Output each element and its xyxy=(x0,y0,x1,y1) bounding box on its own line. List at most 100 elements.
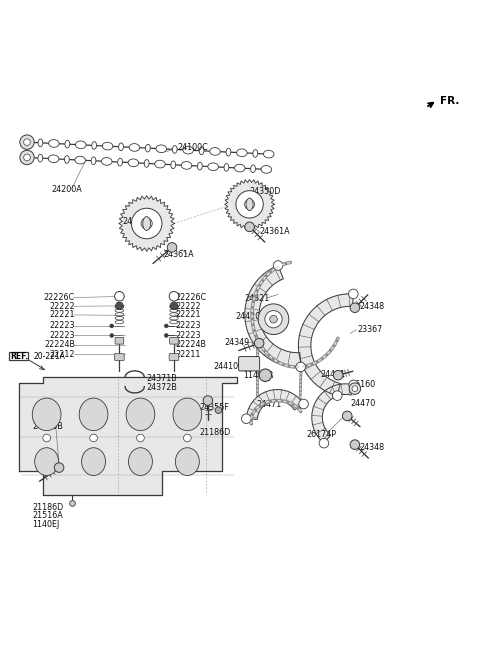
Circle shape xyxy=(350,440,360,450)
Text: 20-221A: 20-221A xyxy=(33,352,65,361)
Ellipse shape xyxy=(210,148,220,156)
Circle shape xyxy=(299,399,308,409)
Circle shape xyxy=(24,139,30,146)
Ellipse shape xyxy=(128,159,139,167)
Text: 24200A: 24200A xyxy=(51,185,82,194)
Ellipse shape xyxy=(155,160,165,168)
Text: 24348: 24348 xyxy=(360,302,385,311)
Circle shape xyxy=(348,289,358,299)
Text: 24100C: 24100C xyxy=(178,143,208,152)
Text: 21186D: 21186D xyxy=(32,503,63,513)
Ellipse shape xyxy=(38,139,43,146)
Polygon shape xyxy=(299,294,353,395)
Text: 22223: 22223 xyxy=(49,331,75,340)
Circle shape xyxy=(319,438,329,448)
Circle shape xyxy=(132,208,162,238)
Ellipse shape xyxy=(75,141,86,148)
Circle shape xyxy=(164,334,168,338)
Text: 22224B: 22224B xyxy=(175,340,206,349)
Circle shape xyxy=(245,200,254,209)
Polygon shape xyxy=(245,266,301,367)
Text: FR.: FR. xyxy=(440,97,459,106)
Circle shape xyxy=(170,302,178,310)
Ellipse shape xyxy=(102,157,112,165)
Ellipse shape xyxy=(102,143,113,150)
Text: 24372B: 24372B xyxy=(147,383,178,391)
Ellipse shape xyxy=(171,161,176,168)
Ellipse shape xyxy=(129,144,140,151)
Polygon shape xyxy=(119,196,174,251)
Polygon shape xyxy=(19,377,237,495)
Text: 24361A: 24361A xyxy=(259,227,290,236)
Circle shape xyxy=(141,218,152,229)
Circle shape xyxy=(265,310,282,328)
Text: 22211: 22211 xyxy=(175,350,201,358)
Circle shape xyxy=(241,414,251,424)
Text: 22221: 22221 xyxy=(175,310,201,319)
Polygon shape xyxy=(225,179,275,229)
Ellipse shape xyxy=(35,448,59,476)
Text: 24371B: 24371B xyxy=(147,374,178,382)
Ellipse shape xyxy=(246,198,253,211)
Circle shape xyxy=(164,324,168,328)
Ellipse shape xyxy=(92,142,96,149)
Ellipse shape xyxy=(79,398,108,431)
Ellipse shape xyxy=(145,145,150,152)
Ellipse shape xyxy=(75,156,85,164)
Text: 24321: 24321 xyxy=(245,294,270,303)
Ellipse shape xyxy=(251,165,255,172)
Ellipse shape xyxy=(261,166,272,173)
Text: 24470: 24470 xyxy=(350,399,375,408)
Text: 24349: 24349 xyxy=(225,338,250,347)
Ellipse shape xyxy=(64,156,69,163)
Text: 24420: 24420 xyxy=(235,312,261,321)
Text: 21186D: 21186D xyxy=(199,428,230,437)
Ellipse shape xyxy=(82,448,106,476)
Circle shape xyxy=(115,292,124,301)
Text: 22226C: 22226C xyxy=(175,293,206,302)
Ellipse shape xyxy=(224,163,229,171)
Text: 21516A: 21516A xyxy=(32,511,63,520)
Text: 24370B: 24370B xyxy=(123,217,154,226)
Polygon shape xyxy=(246,389,303,419)
Ellipse shape xyxy=(144,159,149,167)
Circle shape xyxy=(236,191,263,218)
Circle shape xyxy=(273,260,283,270)
FancyBboxPatch shape xyxy=(9,353,28,360)
Circle shape xyxy=(333,391,342,400)
Ellipse shape xyxy=(156,145,167,153)
Ellipse shape xyxy=(253,150,258,157)
Text: 24410B: 24410B xyxy=(214,362,244,371)
Text: 22212: 22212 xyxy=(49,350,75,358)
Ellipse shape xyxy=(208,163,218,170)
Ellipse shape xyxy=(48,155,59,163)
Ellipse shape xyxy=(119,143,123,150)
Circle shape xyxy=(137,434,144,442)
Circle shape xyxy=(54,463,64,472)
Ellipse shape xyxy=(199,147,204,155)
Ellipse shape xyxy=(22,154,32,161)
Text: 24350D: 24350D xyxy=(250,187,281,196)
FancyBboxPatch shape xyxy=(169,338,178,344)
Text: 24348: 24348 xyxy=(360,443,385,452)
Circle shape xyxy=(20,150,34,165)
Ellipse shape xyxy=(183,146,193,154)
Circle shape xyxy=(258,304,289,334)
Text: 22223: 22223 xyxy=(175,331,201,340)
Circle shape xyxy=(20,135,34,149)
Circle shape xyxy=(350,303,360,312)
Text: 26160: 26160 xyxy=(350,380,375,389)
Circle shape xyxy=(270,316,277,323)
Ellipse shape xyxy=(48,139,59,147)
Ellipse shape xyxy=(126,398,155,431)
Ellipse shape xyxy=(237,149,247,157)
Circle shape xyxy=(183,434,191,442)
FancyBboxPatch shape xyxy=(115,338,124,344)
Circle shape xyxy=(215,407,222,413)
Circle shape xyxy=(43,434,50,442)
Ellipse shape xyxy=(143,216,151,231)
Circle shape xyxy=(116,302,123,310)
Ellipse shape xyxy=(234,164,245,172)
Circle shape xyxy=(349,380,359,389)
Ellipse shape xyxy=(91,157,96,165)
